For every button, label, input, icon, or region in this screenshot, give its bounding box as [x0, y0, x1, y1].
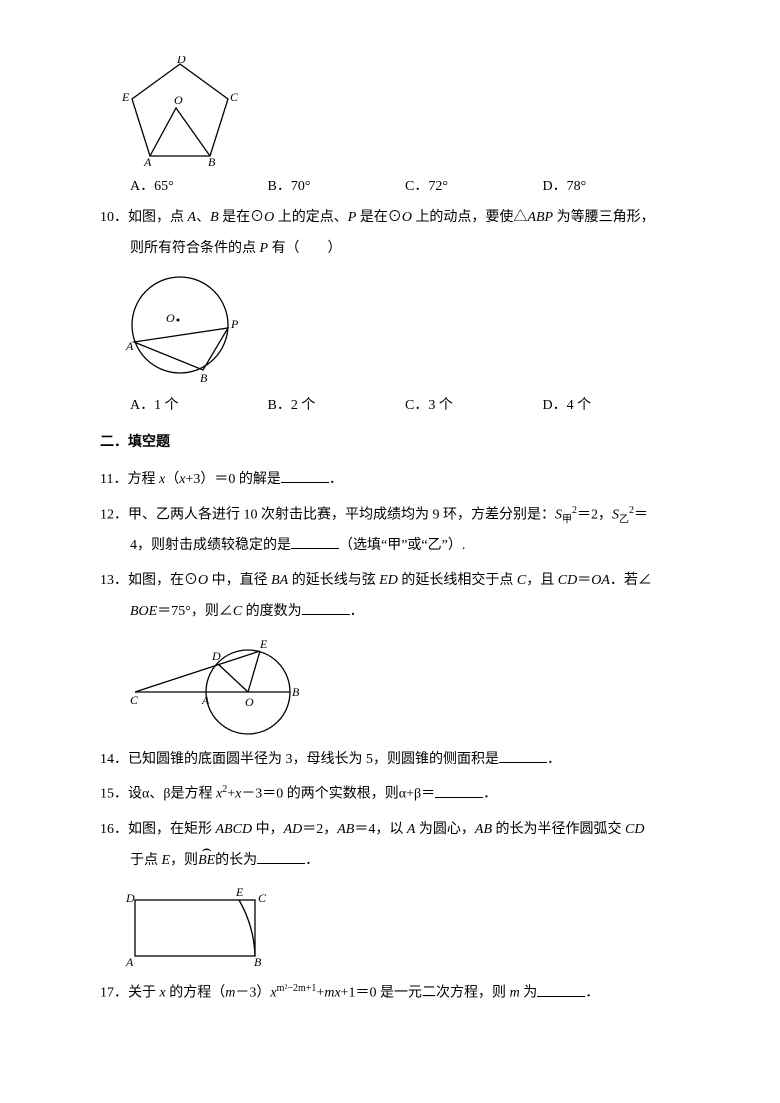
label-O: O: [174, 93, 183, 107]
q11-blank[interactable]: [281, 469, 329, 483]
q13: 13．如图，在⊙O 中，直径 BA 的延长线与弦 ED 的延长线相交于点 C，且…: [100, 566, 680, 628]
svg-text:O: O: [245, 695, 254, 709]
svg-text:C: C: [258, 891, 267, 905]
q10-opt-D: D．4 个: [543, 391, 681, 422]
q9-opt-A: A．65°: [130, 172, 268, 203]
label-B: B: [208, 155, 216, 166]
svg-text:C: C: [130, 693, 139, 707]
q14-blank[interactable]: [499, 749, 547, 763]
q9-figure: D C E A B O: [120, 56, 680, 166]
q10-opt-B: B．2 个: [268, 391, 406, 422]
q10: 10．如图，点 A、B 是在⊙O 上的定点、P 是在⊙O 上的动点，要使△ABP…: [100, 203, 680, 265]
q10-options: A．1 个 B．2 个 C．3 个 D．4 个: [130, 391, 680, 422]
pentagon-svg: D C E A B O: [120, 56, 240, 166]
label-D: D: [176, 56, 186, 66]
q9-opt-C: C．72°: [405, 172, 543, 203]
q13-blank[interactable]: [302, 601, 350, 615]
q17-blank[interactable]: [537, 983, 585, 997]
q16-figure: D E C A B: [120, 882, 680, 972]
svg-text:A: A: [125, 339, 134, 353]
q12: 12．甲、乙两人各进行 10 次射击比赛，平均成绩均为 9 环，方差分别是：S甲…: [100, 500, 680, 562]
label-C: C: [230, 90, 239, 104]
q13-figure: C A O B D E: [120, 634, 680, 739]
label-A: A: [143, 155, 152, 166]
q10-opt-A: A．1 个: [130, 391, 268, 422]
q10-line1: 10．如图，点 A、B 是在⊙O 上的定点、P 是在⊙O 上的动点，要使△ABP…: [100, 203, 680, 234]
svg-text:O: O: [166, 311, 175, 325]
q16-blank[interactable]: [257, 850, 305, 864]
label-E: E: [121, 90, 130, 104]
q10-figure: O P A B: [120, 270, 680, 385]
q11: 11．方程 x（x+3）＝0 的解是．: [100, 465, 680, 496]
svg-text:B: B: [200, 371, 208, 385]
q9-opt-B: B．70°: [268, 172, 406, 203]
q15-blank[interactable]: [435, 784, 483, 798]
svg-text:P: P: [230, 317, 239, 331]
q17: 17．关于 x 的方程（m－3）xm²−2m+1+mx+1＝0 是一元二次方程，…: [100, 978, 680, 1009]
svg-text:A: A: [125, 955, 134, 969]
svg-text:E: E: [259, 637, 268, 651]
q9-opt-D: D．78°: [543, 172, 681, 203]
arc-BE: BE: [198, 846, 215, 877]
q9-options: A．65° B．70° C．72° D．78°: [130, 172, 680, 203]
svg-text:D: D: [211, 649, 221, 663]
svg-text:B: B: [254, 955, 262, 969]
q10-line2: 则所有符合条件的点 P 有（ ）: [130, 241, 342, 256]
q12-blank[interactable]: [291, 535, 339, 549]
svg-text:E: E: [235, 885, 244, 899]
svg-text:B: B: [292, 685, 300, 699]
section-2-header: 二．填空题: [100, 428, 680, 459]
svg-text:D: D: [125, 891, 135, 905]
q16: 16．如图，在矩形 ABCD 中，AD＝2，AB＝4，以 A 为圆心，AB 的长…: [100, 815, 680, 877]
q14: 14．已知圆锥的底面圆半径为 3，母线长为 5，则圆锥的侧面积是．: [100, 745, 680, 776]
svg-text:A: A: [201, 693, 210, 707]
q15: 15．设α、β是方程 x2+x－3＝0 的两个实数根，则α+β＝．: [100, 779, 680, 810]
q10-opt-C: C．3 个: [405, 391, 543, 422]
